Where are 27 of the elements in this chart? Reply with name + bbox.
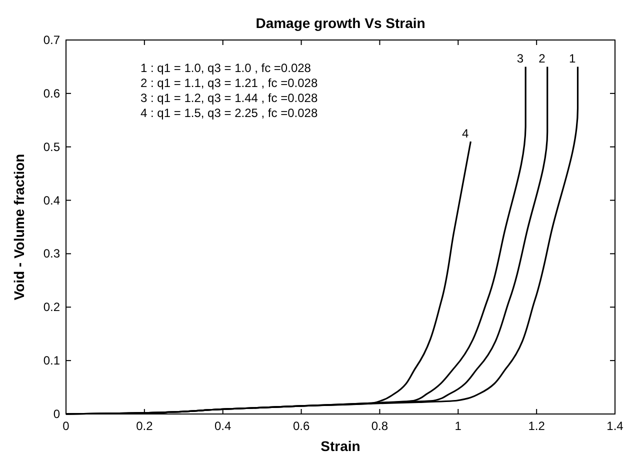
- series-label: 3: [516, 52, 524, 66]
- y-tick-label: 0.7: [43, 33, 60, 47]
- y-tick-label: 0.4: [43, 193, 60, 208]
- annotation: 1 : q1 = 1.0, q3 = 1.0 , fc =0.028: [140, 61, 312, 76]
- x-tick-label: 1.4: [606, 419, 624, 433]
- series-label: 1: [569, 52, 576, 66]
- annotation: 3 : q1 = 1.2, q3 = 1.44 , fc =0.028: [140, 91, 318, 106]
- y-axis-title: Void - Volume fraction: [11, 154, 27, 300]
- x-tick-label: 0.2: [136, 419, 154, 433]
- y-tick-label: 0.2: [43, 300, 60, 314]
- chart-title: Damage growth Vs Strain: [256, 15, 426, 31]
- y-tick-label: 0.1: [43, 354, 60, 368]
- annotation: 4 : q1 = 1.5, q3 = 2.25 , fc =0.028: [140, 106, 318, 120]
- x-tick-label: 0.8: [371, 419, 388, 433]
- x-axis-title: Strain: [320, 438, 360, 454]
- y-tick-label: 0.5: [43, 140, 60, 154]
- legend-label: 2: [538, 52, 546, 66]
- y-tick-label: 0.6: [43, 86, 60, 100]
- x-tick-label: 1: [454, 419, 462, 433]
- y-tick-label: 0.3: [43, 246, 60, 261]
- series-label: 4: [462, 126, 470, 141]
- annotation: 2 : q1 = 1.1, q3 = 1.21 , fc =0.028: [140, 76, 318, 90]
- x-tick-label: 1.2: [528, 419, 546, 433]
- x-tick-label: 0.4: [214, 419, 232, 433]
- y-tick-label: 0: [53, 407, 60, 421]
- x-tick-label: 0: [62, 419, 70, 433]
- x-tick-label: 0.6: [292, 419, 310, 433]
